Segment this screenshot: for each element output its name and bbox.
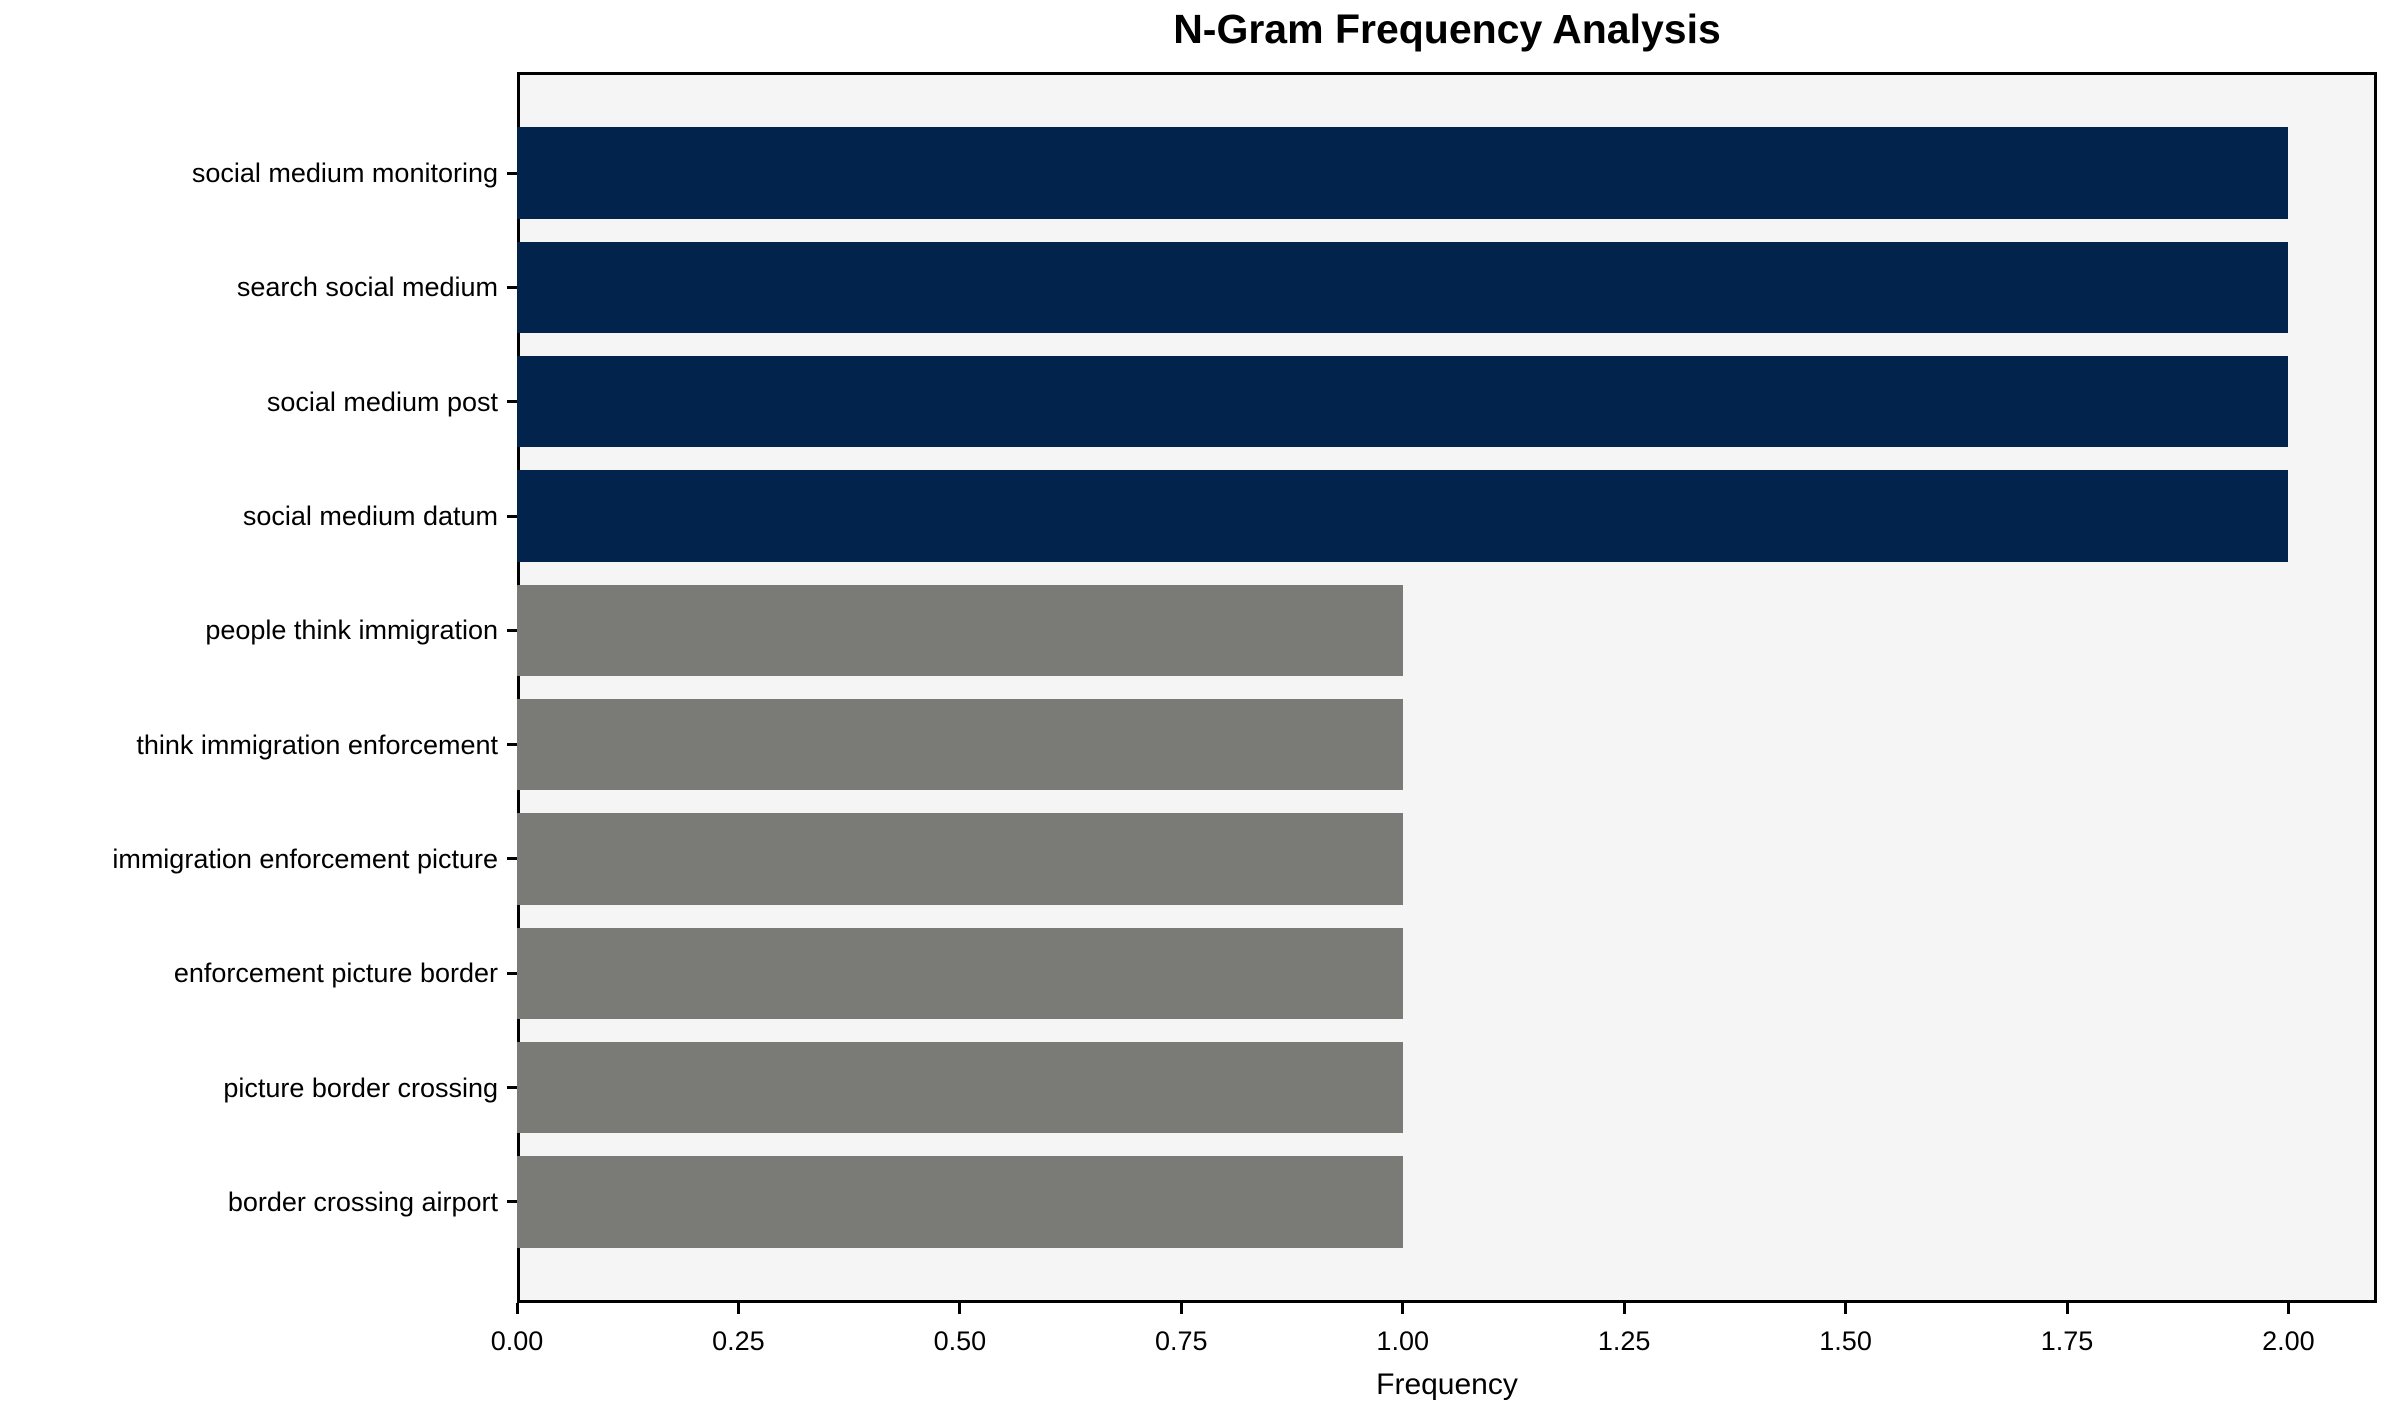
bar bbox=[517, 1156, 1403, 1248]
x-tick-label: 1.25 bbox=[1597, 1326, 1651, 1356]
y-tick-mark bbox=[507, 857, 517, 861]
x-tick-label: 0.50 bbox=[933, 1326, 987, 1356]
x-tick-label: 2.00 bbox=[2262, 1326, 2315, 1356]
x-tick-label: 1.75 bbox=[2040, 1326, 2094, 1356]
x-axis-label: Frequency bbox=[1376, 1368, 1518, 1401]
y-tick-mark bbox=[507, 1086, 517, 1090]
y-tick-mark bbox=[507, 743, 517, 747]
y-tick-mark bbox=[507, 171, 517, 175]
x-tick-mark bbox=[2286, 1303, 2290, 1314]
bar bbox=[517, 584, 1403, 677]
y-tick-mark bbox=[507, 628, 517, 632]
y-tick-mark bbox=[507, 514, 517, 518]
y-tick-label: social medium monitoring bbox=[191, 158, 498, 189]
y-tick-mark bbox=[507, 285, 517, 289]
y-tick-label: border crossing airport bbox=[227, 1186, 498, 1217]
x-tick-label: 1.00 bbox=[1376, 1326, 1429, 1356]
y-tick-label: immigration enforcement picture bbox=[112, 843, 498, 874]
bar bbox=[517, 698, 1403, 791]
bar bbox=[517, 241, 2289, 334]
x-tick-mark bbox=[1179, 1303, 1183, 1314]
chart-title: N-Gram Frequency Analysis bbox=[1173, 6, 1721, 52]
x-tick-mark bbox=[1401, 1303, 1405, 1314]
x-tick-mark bbox=[1622, 1303, 1626, 1314]
y-tick-label: picture border crossing bbox=[223, 1072, 498, 1103]
x-tick-mark bbox=[1844, 1303, 1848, 1314]
bar bbox=[517, 127, 2289, 219]
x-tick-mark bbox=[736, 1303, 740, 1314]
x-tick-mark bbox=[2065, 1303, 2069, 1314]
y-tick-label: enforcement picture border bbox=[173, 958, 498, 989]
bar bbox=[517, 470, 2289, 562]
y-tick-mark bbox=[507, 400, 517, 404]
y-tick-mark bbox=[507, 1200, 517, 1204]
y-tick-label: think immigration enforcement bbox=[136, 729, 498, 760]
bar bbox=[517, 1041, 1403, 1134]
y-tick-label: social medium datum bbox=[242, 501, 498, 532]
y-tick-mark bbox=[507, 971, 517, 975]
x-tick-label: 0.00 bbox=[490, 1326, 544, 1356]
y-tick-label: search social medium bbox=[236, 272, 498, 303]
x-tick-mark bbox=[515, 1303, 519, 1314]
x-tick-label: 0.25 bbox=[712, 1326, 765, 1356]
x-tick-label: 1.50 bbox=[1819, 1326, 1872, 1356]
y-tick-label: social medium post bbox=[266, 386, 498, 417]
x-tick-mark bbox=[958, 1303, 962, 1314]
bar bbox=[517, 356, 2289, 448]
x-tick-label: 0.75 bbox=[1155, 1326, 1208, 1356]
bar bbox=[517, 813, 1403, 905]
y-tick-label: people think immigration bbox=[205, 615, 498, 646]
bar bbox=[517, 927, 1403, 1019]
